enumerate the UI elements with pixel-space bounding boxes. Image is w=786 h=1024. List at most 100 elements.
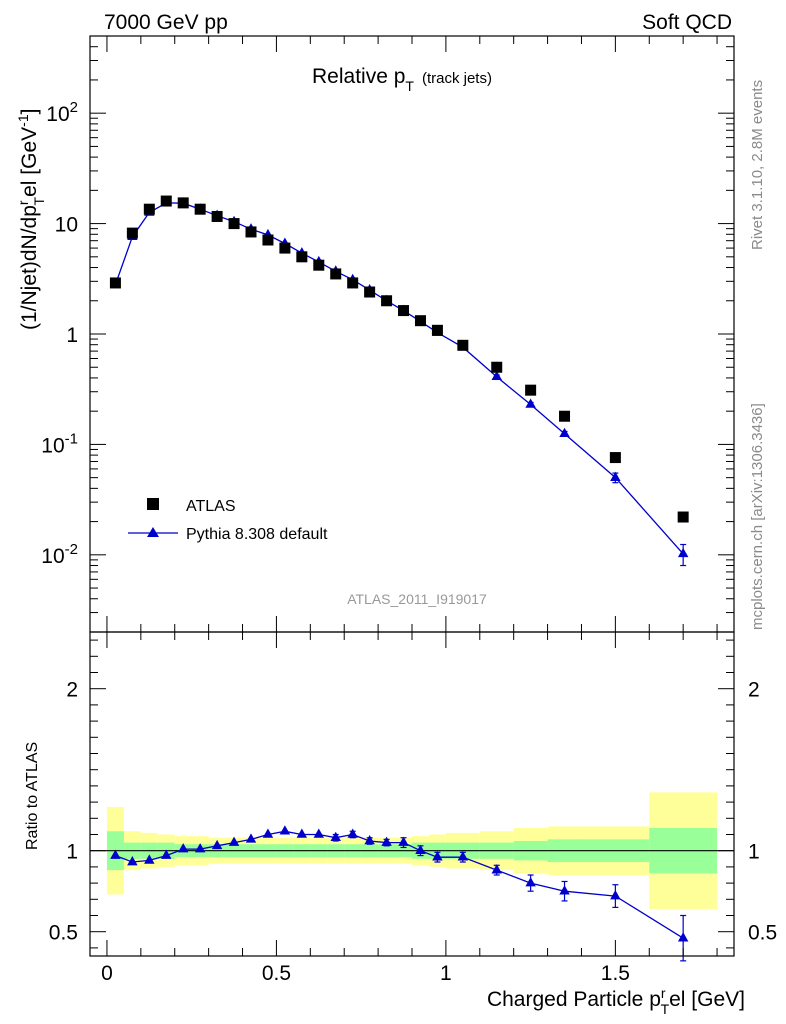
main-y-tick-label: 10: [55, 214, 78, 237]
main-y-tick-base: 10: [41, 434, 64, 457]
data-point: [262, 234, 274, 246]
legend-pythia-marker: [147, 527, 159, 537]
main-y-tick-label: 10-2: [41, 541, 78, 568]
plot-title-sub: T: [405, 78, 414, 94]
ratio-y-tick-label-left: 0.5: [49, 922, 78, 945]
data-point: [457, 339, 469, 351]
main-marks: [109, 195, 689, 567]
main-y-tick-base: 10: [41, 545, 64, 568]
ratio-mc-point: [194, 843, 206, 853]
main-y-tick-label: 10-1: [41, 430, 78, 457]
ratio-mc-point: [381, 836, 392, 846]
ratio-mc-point: [330, 831, 341, 842]
mc-point: [559, 427, 570, 438]
data-point: [143, 203, 155, 215]
ratio-mc-point: [457, 851, 469, 861]
ratio-x-tick-label: 1: [440, 962, 452, 985]
plot-title: Relative pT (track jets): [312, 65, 492, 94]
ratio-mc-point: [228, 836, 240, 846]
ratio-mc-point: [491, 864, 502, 874]
analysis-id: ATLAS_2011_I919017: [347, 591, 487, 607]
ratio-marks: [110, 825, 689, 962]
ratio-mc-point: [347, 828, 358, 838]
data-point: [491, 361, 503, 373]
data-point: [245, 226, 257, 238]
ratio-mc-point: [313, 828, 325, 838]
ratio-mc-point: [296, 828, 308, 838]
energy-label: 7000 GeV pp: [104, 11, 228, 34]
ratio-mc-point: [110, 849, 121, 859]
mc-point: [677, 547, 689, 558]
legend: ATLAS Pythia 8.308 default: [128, 498, 328, 543]
ratio-x-tick-label: 0.5: [262, 962, 291, 985]
ratio-y-tick-label-left: 2: [66, 679, 78, 702]
main-y-axis-label: (1/Njet)dN/dprTel [GeV-1]: [15, 109, 47, 330]
ratio-mc-point: [398, 836, 409, 846]
data-point: [398, 305, 410, 317]
ratio-mc-point: [177, 843, 189, 853]
mc-point: [610, 471, 621, 481]
ratio-y-tick-label-right: 2: [748, 679, 760, 702]
mc-point: [491, 370, 502, 381]
data-point: [347, 277, 359, 289]
ratio-mc-point: [364, 834, 375, 845]
ratio-mc-point: [677, 932, 689, 942]
ratio-x-tick-label: 1.5: [601, 962, 630, 985]
ratio-y-tick-label-left: 1: [66, 841, 78, 864]
plot-title-main: Relative p: [312, 65, 405, 88]
ratio-mc-point: [559, 885, 570, 895]
ratio-ticks: 0.5 0.5 1 1 2 2 0 0.5 1 1.5: [49, 632, 777, 985]
data-point: [431, 324, 443, 336]
x-axis-label: Charged Particle pr Tel [GeV]: [487, 985, 745, 1017]
legend-atlas-label: ATLAS: [186, 498, 236, 515]
mcplots-info: mcplots.cern.ch [arXiv:1306.3436]: [749, 403, 766, 630]
ratio-mc-point: [211, 839, 223, 850]
data-point: [126, 227, 138, 239]
plot-title-note: (track jets): [422, 70, 492, 87]
data-point: [177, 197, 189, 209]
data-point: [525, 384, 537, 396]
ratio-mc-point: [525, 877, 536, 887]
main-y-tick-exp: -2: [65, 541, 78, 558]
ratio-mc-point: [279, 825, 291, 835]
data-point: [109, 277, 121, 289]
data-point: [313, 259, 325, 271]
ratio-frame: [89, 631, 735, 957]
ratio-mc-point: [262, 828, 274, 838]
legend-pythia-label: Pythia 8.308 default: [186, 526, 328, 543]
mc-point: [525, 398, 536, 408]
ratio-panel: 0.5 0.5 1 1 2 2 0 0.5 1 1.5: [49, 631, 777, 985]
data-point: [211, 210, 223, 222]
legend-atlas-marker: [147, 498, 159, 510]
data-point: [296, 251, 308, 263]
data-point: [364, 286, 376, 298]
main-y-tick-label: 1: [66, 324, 78, 347]
data-point: [414, 315, 426, 327]
main-y-tick-label: 102: [46, 99, 78, 126]
ratio-y-axis-label: Ratio to ATLAS: [24, 742, 41, 850]
main-y-tick-exp: -1: [65, 430, 78, 447]
ratio-mc-point: [245, 833, 257, 843]
data-point: [228, 218, 240, 230]
ratio-y-tick-label-right: 0.5: [748, 922, 777, 945]
data-point: [559, 410, 571, 422]
rivet-info: Rivet 3.1.10, 2.8M events: [749, 80, 766, 250]
data-point: [194, 203, 206, 215]
data-point: [279, 242, 291, 254]
ratio-x-tick-label: 0: [101, 962, 113, 985]
ratio-mc-point: [127, 856, 138, 866]
data-point: [609, 452, 621, 464]
ratio-y-tick-label-right: 1: [748, 841, 760, 864]
data-point: [330, 268, 342, 280]
ratio-mc-point: [432, 851, 443, 861]
ratio-mc-point: [161, 849, 172, 859]
main-y-tick-exp: 2: [70, 99, 78, 116]
data-point: [160, 195, 172, 207]
ratio-mc-point: [610, 890, 621, 900]
ratio-mc-point: [415, 844, 426, 854]
ratio-mc-point: [144, 854, 155, 864]
data-point: [381, 295, 393, 307]
